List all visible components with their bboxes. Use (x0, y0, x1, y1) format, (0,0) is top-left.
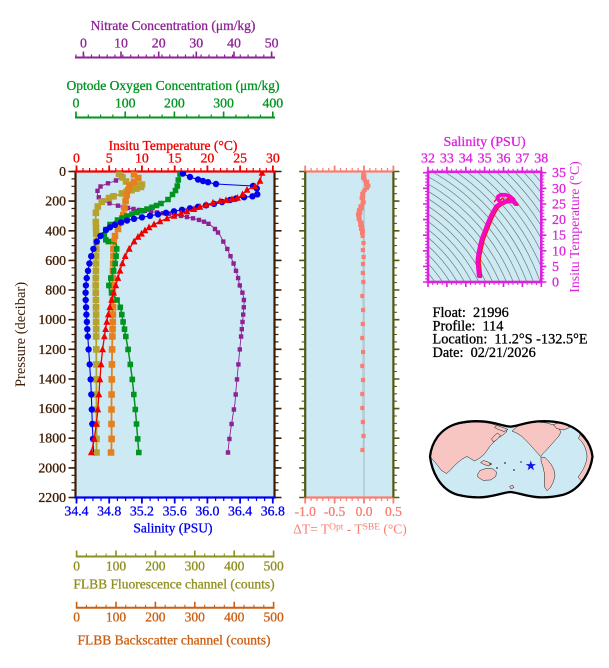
svg-text:200: 200 (145, 610, 166, 625)
svg-text:10: 10 (114, 36, 128, 51)
svg-text:200: 200 (164, 96, 185, 111)
svg-text:35.6: 35.6 (163, 504, 187, 519)
svg-text:FLBB Backscatter channel (coun: FLBB Backscatter channel (counts) (77, 633, 270, 648)
svg-text:34.4: 34.4 (64, 504, 88, 519)
svg-text:200: 200 (45, 194, 66, 209)
svg-text:1800: 1800 (38, 431, 66, 446)
svg-text:100: 100 (106, 610, 127, 625)
svg-text:300: 300 (213, 96, 234, 111)
svg-text:32: 32 (421, 152, 435, 167)
svg-text:Pressure (decibar): Pressure (decibar) (13, 282, 29, 387)
svg-text:15: 15 (168, 151, 182, 166)
svg-text:37: 37 (515, 152, 529, 167)
svg-text:36.8: 36.8 (261, 504, 285, 519)
svg-text:2200: 2200 (38, 490, 66, 505)
svg-text:400: 400 (45, 223, 66, 238)
svg-text:15: 15 (552, 229, 566, 244)
svg-text:5: 5 (552, 260, 559, 275)
svg-text:20: 20 (201, 151, 215, 166)
svg-text:Float: 21996: Float: 21996 (433, 305, 509, 321)
svg-text:Insitu Temperature (°C): Insitu Temperature (°C) (109, 138, 238, 153)
svg-text:0.0: 0.0 (356, 504, 373, 519)
svg-text:0.5: 0.5 (385, 504, 402, 519)
svg-text:500: 500 (263, 559, 284, 574)
svg-text:400: 400 (262, 96, 283, 111)
svg-text:300: 300 (185, 610, 206, 625)
svg-text:10: 10 (135, 151, 149, 166)
svg-text:0: 0 (73, 610, 80, 625)
svg-text:600: 600 (45, 253, 66, 268)
svg-text:35.2: 35.2 (130, 504, 154, 519)
svg-text:0: 0 (73, 559, 80, 574)
svg-text:-1.0: -1.0 (295, 504, 317, 519)
svg-text:35: 35 (552, 166, 566, 181)
svg-text:36.4: 36.4 (228, 504, 252, 519)
svg-text:Optode Oxygen Concentration (μ: Optode Oxygen Concentration (μm/kg) (66, 78, 279, 93)
svg-text:Salinity (PSU): Salinity (PSU) (444, 135, 526, 150)
svg-text:10: 10 (552, 244, 566, 259)
svg-text:20: 20 (152, 36, 166, 51)
svg-text:30: 30 (189, 36, 203, 51)
svg-text:1600: 1600 (38, 401, 66, 416)
svg-text:38: 38 (534, 152, 548, 167)
svg-text:100: 100 (106, 559, 127, 574)
svg-text:Profile: 114: Profile: 114 (433, 318, 504, 334)
svg-text:0: 0 (80, 36, 87, 51)
svg-text:30: 30 (552, 182, 566, 197)
svg-text:Nitrate Concentration (μm/kg): Nitrate Concentration (μm/kg) (91, 18, 256, 33)
svg-text:2000: 2000 (38, 460, 66, 475)
svg-text:36.0: 36.0 (195, 504, 219, 519)
svg-text:Insitu Temperature (°C): Insitu Temperature (°C) (567, 161, 583, 293)
svg-text:-0.5: -0.5 (324, 504, 346, 519)
svg-text:34.8: 34.8 (97, 504, 121, 519)
svg-text:1000: 1000 (38, 312, 66, 327)
svg-text:800: 800 (45, 283, 66, 298)
svg-text:36: 36 (497, 152, 511, 167)
svg-text:ΔT= TOpt - TSBE (°C): ΔT= TOpt - TSBE (°C) (293, 522, 407, 537)
svg-text:0: 0 (73, 151, 80, 166)
svg-text:35: 35 (478, 152, 492, 167)
svg-text:300: 300 (185, 559, 206, 574)
svg-text:1400: 1400 (38, 372, 66, 387)
svg-text:5: 5 (106, 151, 113, 166)
svg-text:25: 25 (552, 198, 566, 213)
svg-text:0: 0 (552, 276, 559, 291)
svg-text:34: 34 (459, 152, 473, 167)
svg-text:Date: 02/21/2026: Date: 02/21/2026 (433, 345, 536, 361)
svg-text:0: 0 (73, 96, 80, 111)
svg-text:40: 40 (227, 36, 241, 51)
svg-text:33: 33 (440, 152, 454, 167)
svg-text:400: 400 (224, 559, 245, 574)
svg-text:30: 30 (266, 151, 280, 166)
svg-text:500: 500 (263, 610, 284, 625)
svg-text:Location: 11.2°S -132.5°E: Location: 11.2°S -132.5°E (433, 332, 588, 348)
svg-text:100: 100 (115, 96, 136, 111)
svg-text:Salinity (PSU): Salinity (PSU) (133, 521, 212, 536)
svg-text:0: 0 (59, 164, 66, 179)
svg-text:400: 400 (224, 610, 245, 625)
svg-text:200: 200 (145, 559, 166, 574)
svg-text:50: 50 (265, 36, 279, 51)
svg-text:1200: 1200 (38, 342, 66, 357)
svg-text:25: 25 (233, 151, 247, 166)
svg-text:20: 20 (552, 213, 566, 228)
svg-text:FLBB Fluorescence channel (cou: FLBB Fluorescence channel (counts) (73, 577, 274, 592)
